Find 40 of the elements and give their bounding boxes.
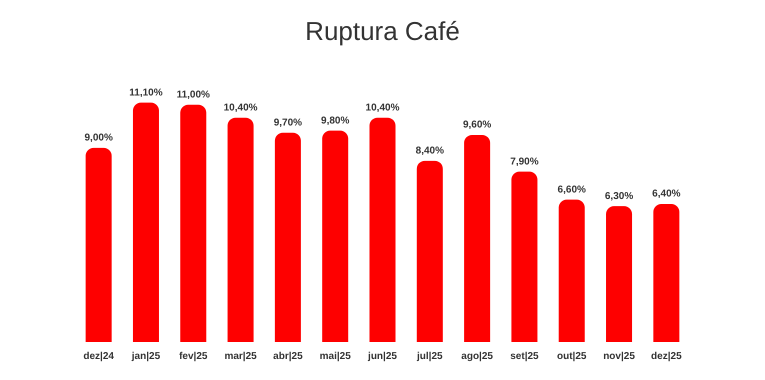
x-tick-label: ago|25 — [461, 350, 494, 362]
bar — [180, 104, 206, 342]
data-label: 10,40% — [366, 102, 400, 114]
bar — [86, 148, 112, 342]
bar — [369, 118, 396, 342]
data-label: 10,40% — [224, 102, 258, 114]
bar — [511, 172, 538, 342]
bar — [132, 102, 159, 342]
bar — [558, 200, 585, 342]
bar — [228, 118, 254, 342]
data-label: 9,00% — [84, 132, 113, 144]
data-label: 9,60% — [462, 120, 492, 131]
x-tick-label: out|25 — [556, 350, 587, 362]
data-label: 9,80% — [321, 115, 350, 126]
bar — [464, 134, 490, 342]
x-tick-label: dez|24 — [83, 350, 114, 362]
x-tick-label: jul|25 — [416, 350, 444, 362]
bar — [274, 132, 301, 342]
data-label: 6,30% — [604, 190, 634, 202]
data-label: 7,90% — [510, 156, 539, 168]
data-label: 8,40% — [416, 146, 444, 157]
data-label: 11,00% — [176, 90, 210, 101]
data-label: 9,70% — [274, 118, 302, 129]
bar — [653, 204, 680, 342]
x-tick-label: nov|25 — [603, 350, 636, 362]
x-tick-label: fev|25 — [179, 350, 208, 362]
x-tick-label: set|25 — [510, 350, 540, 362]
x-tick-label: abr|25 — [273, 350, 304, 362]
x-tick-label: jun|25 — [367, 350, 398, 362]
x-tick-label: mai|25 — [320, 350, 352, 362]
bar — [322, 130, 348, 342]
x-tick-label: dez|25 — [651, 350, 682, 362]
x-tick-label: mar|25 — [224, 350, 258, 362]
bar — [606, 206, 632, 342]
bar — [416, 160, 443, 342]
x-tick-label: jan|25 — [130, 350, 161, 362]
chart-title: Ruptura Café — [305, 16, 460, 46]
data-label: 11,10% — [129, 87, 163, 98]
data-label: 6,60% — [558, 184, 586, 196]
data-label: 6,40% — [652, 188, 681, 200]
